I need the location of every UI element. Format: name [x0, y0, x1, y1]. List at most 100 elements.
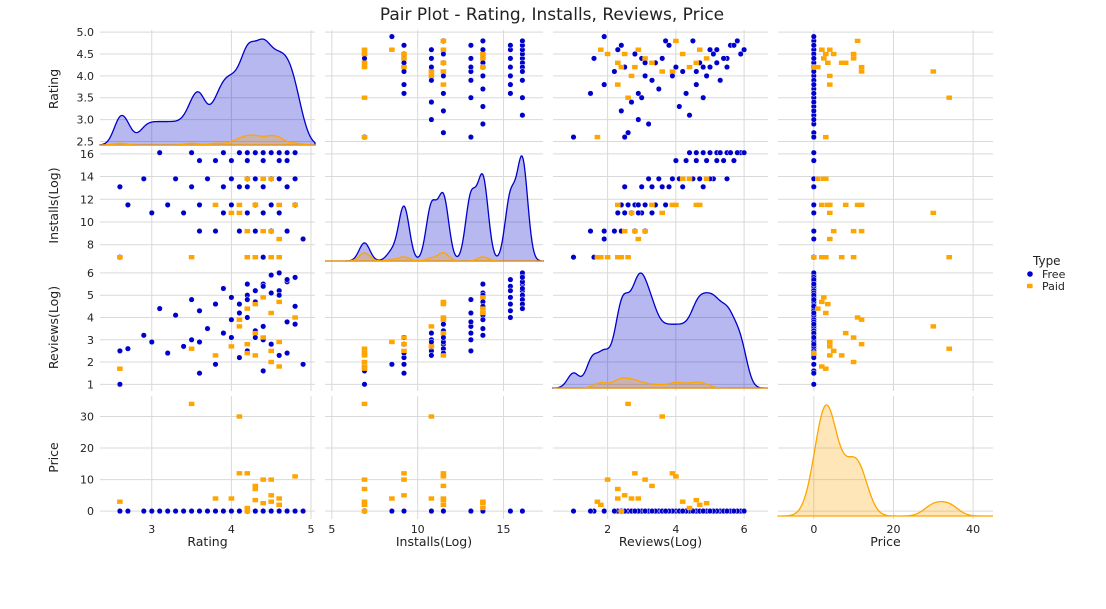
point-paid: [428, 324, 435, 329]
xtick-label: 5: [328, 523, 335, 536]
point-paid: [117, 499, 123, 504]
point-paid: [946, 95, 952, 100]
panel-r2-c2: [552, 264, 769, 391]
point-paid: [618, 255, 625, 260]
point-free: [662, 201, 669, 208]
point-paid: [850, 228, 857, 234]
point-free: [601, 81, 608, 88]
point-paid: [361, 51, 368, 57]
point-free: [428, 116, 435, 123]
point-paid: [819, 47, 825, 52]
point-paid: [244, 228, 251, 234]
point-free: [638, 94, 645, 101]
point-free: [655, 85, 662, 93]
point-free: [635, 209, 642, 216]
point-paid: [827, 73, 833, 79]
point-free: [400, 59, 408, 66]
legend-marker-paid: [1027, 283, 1033, 289]
point-free: [479, 120, 486, 128]
point-paid: [625, 95, 631, 100]
point-free: [601, 228, 608, 235]
point-free: [428, 64, 435, 71]
point-free: [638, 183, 645, 190]
point-free: [696, 175, 703, 182]
point-paid: [268, 499, 274, 504]
panel-r2-c1: [325, 264, 543, 391]
point-free: [479, 325, 486, 332]
point-free: [467, 309, 474, 317]
point-free: [810, 90, 817, 97]
point-paid: [649, 60, 655, 65]
point-paid: [276, 496, 282, 501]
point-free: [648, 209, 656, 216]
point-paid: [858, 69, 865, 74]
point-paid: [440, 60, 447, 65]
point-free: [228, 201, 235, 208]
point-free: [810, 296, 817, 303]
ytick-label: 3.0: [77, 114, 95, 127]
point-free: [388, 508, 395, 515]
point-free: [679, 68, 686, 75]
point-free: [172, 175, 179, 182]
point-free: [228, 316, 235, 323]
point-free: [717, 149, 724, 156]
point-free: [180, 209, 187, 216]
point-paid: [669, 202, 676, 208]
point-paid: [268, 493, 274, 498]
point-free: [284, 149, 291, 156]
point-free: [519, 68, 526, 75]
kde-paid-1: [325, 251, 543, 262]
point-free: [212, 301, 219, 308]
point-free: [172, 508, 179, 515]
point-paid: [361, 401, 368, 407]
point-paid: [480, 51, 486, 57]
point-free: [440, 72, 447, 79]
point-free: [659, 183, 666, 190]
xtick-label: 4: [228, 523, 235, 536]
point-paid: [401, 342, 407, 347]
point-paid: [361, 350, 368, 356]
point-free: [601, 33, 608, 40]
point-paid: [815, 176, 821, 181]
point-paid: [401, 51, 407, 57]
point-paid: [117, 255, 123, 260]
point-free: [148, 209, 155, 216]
point-paid: [252, 353, 259, 358]
point-free: [268, 341, 275, 348]
point-free: [700, 64, 707, 71]
point-free: [679, 183, 686, 190]
point-free: [292, 303, 299, 310]
point-paid: [361, 60, 368, 65]
point-paid: [480, 295, 486, 300]
point-paid: [635, 47, 642, 52]
point-free: [284, 228, 291, 235]
point-free: [625, 201, 632, 208]
point-free: [713, 46, 720, 53]
point-free: [810, 309, 817, 317]
point-free: [672, 64, 679, 71]
point-paid: [260, 176, 266, 181]
point-paid: [686, 64, 693, 70]
point-free: [479, 85, 486, 93]
point-paid: [228, 210, 235, 216]
point-free: [700, 183, 707, 190]
point-free: [428, 99, 435, 106]
point-free: [260, 183, 267, 190]
point-free: [124, 345, 131, 352]
point-free: [706, 46, 714, 53]
point-free: [621, 134, 628, 141]
point-free: [665, 42, 673, 49]
point-paid: [635, 496, 642, 501]
point-paid: [696, 202, 703, 208]
point-free: [659, 55, 666, 62]
point-free: [156, 305, 163, 312]
point-free: [140, 175, 147, 182]
point-paid: [604, 477, 611, 482]
point-paid: [819, 202, 825, 208]
panel-r1-c0: 8 10 12 14 16 Installs(Log): [46, 147, 315, 264]
point-paid: [594, 499, 601, 504]
ytick-label: 3.5: [77, 92, 95, 105]
ytick-label: 5.0: [77, 26, 95, 39]
point-free: [260, 508, 267, 515]
point-free: [220, 183, 227, 190]
